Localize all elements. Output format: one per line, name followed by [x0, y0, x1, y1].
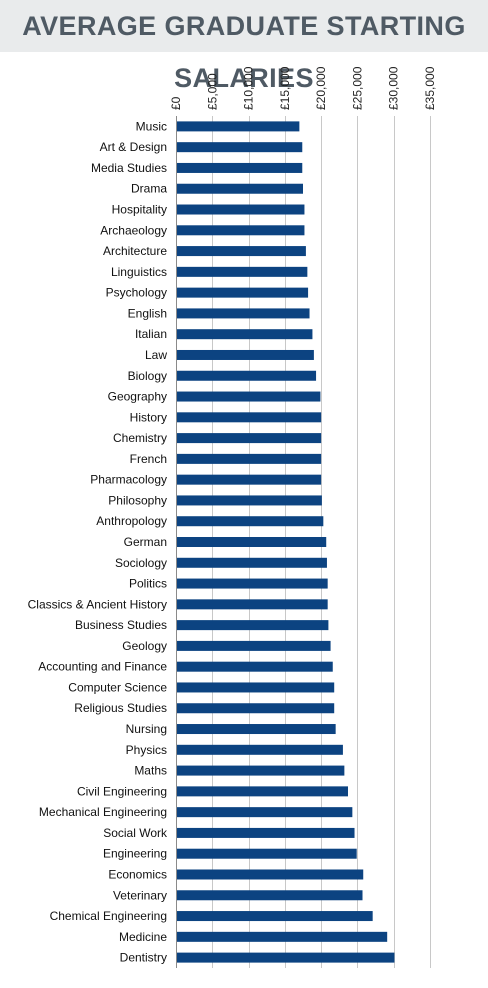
- category-label: Architecture: [103, 244, 167, 258]
- bar: [177, 869, 364, 880]
- category-label: Economics: [108, 867, 167, 881]
- bar: [177, 349, 314, 360]
- category-label: Drama: [131, 182, 167, 196]
- category-label: Physics: [126, 743, 167, 757]
- bar: [177, 848, 357, 859]
- category-label: Hospitality: [112, 203, 167, 217]
- bar: [177, 931, 388, 942]
- category-label: Sociology: [115, 556, 167, 570]
- category-label: Media Studies: [91, 161, 167, 175]
- category-label: Philosophy: [108, 493, 167, 507]
- bar: [177, 620, 329, 631]
- bar: [177, 786, 348, 797]
- category-label: Linguistics: [111, 265, 167, 279]
- bar: [177, 578, 328, 589]
- category-label: Anthropology: [96, 514, 167, 528]
- bar: [177, 162, 303, 173]
- category-label: Music: [136, 119, 167, 133]
- category-label: Business Studies: [75, 618, 167, 632]
- bar: [177, 225, 305, 236]
- bar: [177, 266, 308, 277]
- category-label: Mechanical Engineering: [39, 805, 167, 819]
- category-label: Accounting and Finance: [38, 660, 167, 674]
- category-label: Art & Design: [100, 140, 167, 154]
- x-tick-label: £15,000: [278, 66, 292, 110]
- x-tick-label: £25,000: [350, 66, 364, 110]
- bar: [177, 682, 335, 693]
- category-label: Biology: [128, 369, 167, 383]
- category-label: Maths: [134, 764, 167, 778]
- category-label: Geography: [108, 390, 167, 404]
- bar: [177, 599, 328, 610]
- x-tick-label: £30,000: [387, 66, 401, 110]
- bar: [177, 183, 303, 194]
- category-label: French: [130, 452, 167, 466]
- category-label: Computer Science: [68, 680, 167, 694]
- category-label: Nursing: [126, 722, 167, 736]
- x-tick-label: £0: [169, 96, 183, 110]
- bar: [177, 744, 343, 755]
- category-label: Religious Studies: [74, 701, 167, 715]
- category-label: Classics & Ancient History: [28, 597, 167, 611]
- category-label: Dentistry: [120, 951, 167, 965]
- bars: [177, 121, 395, 963]
- bar: [177, 952, 395, 963]
- category-label: Psychology: [106, 286, 167, 300]
- category-label: Engineering: [103, 847, 167, 861]
- bar: [177, 827, 355, 838]
- category-label: Chemistry: [113, 431, 167, 445]
- category-label: Chemical Engineering: [50, 909, 167, 923]
- bar: [177, 640, 331, 651]
- bar: [177, 537, 327, 547]
- category-label: Social Work: [103, 826, 168, 840]
- bar: [177, 661, 333, 672]
- category-label: History: [130, 410, 167, 424]
- bar: [177, 246, 306, 257]
- bar: [177, 433, 322, 444]
- bar: [177, 765, 345, 776]
- category-labels: Music Art & Design Media Studies Drama Hospi…: [28, 119, 168, 964]
- bar: [177, 391, 321, 402]
- x-tick-label: £20,000: [314, 66, 328, 110]
- bar: [177, 287, 309, 298]
- bar: [177, 308, 310, 319]
- bar: [177, 474, 322, 485]
- bar: [177, 703, 335, 714]
- bar: [177, 370, 317, 381]
- bar: [177, 557, 327, 568]
- title-bar: [0, 0, 488, 52]
- bar: [177, 329, 313, 340]
- category-label: Pharmacology: [90, 473, 167, 487]
- category-label: Medicine: [119, 930, 167, 944]
- category-label: Archaeology: [100, 223, 167, 237]
- bar: [177, 724, 336, 735]
- chart-title: AVERAGE GRADUATE STARTING SALARIES: [22, 11, 466, 93]
- x-tick-label: £35,000: [423, 66, 437, 110]
- bar: [177, 911, 373, 922]
- bar: [177, 495, 322, 506]
- bar: [177, 453, 322, 464]
- bar: [177, 204, 305, 215]
- category-label: Civil Engineering: [77, 784, 167, 798]
- category-label: German: [124, 535, 167, 549]
- category-label: English: [128, 306, 167, 320]
- bar: [177, 516, 324, 527]
- category-label: Italian: [135, 327, 167, 341]
- bar: [177, 121, 300, 132]
- category-label: Politics: [129, 577, 167, 591]
- x-tick-label: £10,000: [242, 66, 256, 110]
- bar: [177, 807, 353, 818]
- bar: [177, 412, 322, 423]
- bar: [177, 890, 363, 901]
- category-label: Geology: [122, 639, 167, 653]
- x-tick-label: £5,000: [205, 73, 219, 110]
- category-label: Veterinary: [113, 888, 167, 902]
- x-axis-tick-labels: £0 £5,000 £10,000 £15,000 £20,000 £25,000 £30,…: [169, 66, 437, 110]
- bar: [177, 142, 303, 153]
- category-label: Law: [145, 348, 167, 362]
